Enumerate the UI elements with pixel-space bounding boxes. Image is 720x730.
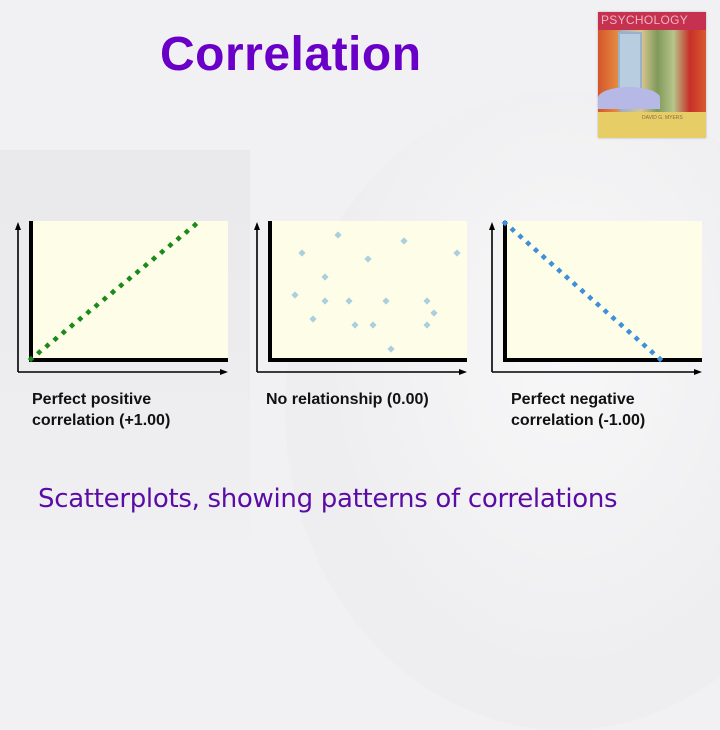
book-cover-author: DAVID G. MYERS [642, 115, 683, 121]
data-point [400, 237, 408, 245]
scatterplot-negative-canvas [489, 219, 702, 375]
data-point [44, 342, 51, 349]
data-point [548, 260, 555, 267]
data-point [77, 315, 84, 322]
data-point [656, 355, 664, 363]
data-point [159, 248, 166, 255]
x-axis-arrow-icon [459, 369, 467, 375]
y-axis-arrow-icon [254, 222, 260, 230]
scatterplot-none-canvas [254, 221, 467, 375]
book-cover-banner [598, 12, 706, 30]
book-cover-table [598, 87, 660, 109]
data-point [36, 349, 43, 356]
data-point [52, 335, 59, 343]
chart-label-positive-line1: Perfect positive [32, 391, 152, 408]
scatterplot-none [251, 214, 473, 378]
data-point [126, 275, 133, 282]
data-point [142, 262, 149, 269]
data-point [579, 287, 586, 295]
data-point [625, 328, 633, 335]
data-point [321, 297, 329, 305]
data-point [68, 322, 76, 329]
slide-caption: Scatterplots, showing patterns of correl… [38, 484, 618, 514]
chart-label-none-line1: No relationship (0.00) [266, 391, 429, 408]
data-point [167, 241, 174, 249]
data-point [345, 297, 353, 305]
y-axis-arrow-icon [489, 222, 495, 230]
y-axis-bar [503, 221, 507, 362]
data-point [382, 297, 390, 305]
data-point [602, 308, 609, 315]
chart-label-positive: Perfect positive correlation (+1.00) [32, 389, 170, 431]
data-point [321, 273, 329, 281]
data-point [571, 281, 578, 288]
x-axis-arrow-icon [694, 369, 702, 375]
x-axis-bar [503, 358, 702, 362]
data-point [118, 282, 125, 289]
book-cover-title: PSYCHOLOGY [601, 13, 689, 27]
data-point [175, 235, 182, 242]
plot-area [507, 221, 702, 358]
scatterplot-negative [486, 214, 708, 378]
data-point [150, 255, 158, 262]
data-point [85, 308, 92, 316]
book-cover-door [618, 32, 642, 96]
data-point [587, 294, 594, 301]
data-point [509, 226, 516, 233]
book-cover-footer [598, 112, 706, 138]
data-point [633, 335, 640, 342]
y-axis-bar [268, 221, 272, 362]
data-point [594, 301, 602, 308]
data-point [430, 309, 438, 317]
data-point [369, 321, 377, 329]
background-arch [285, 90, 720, 730]
data-point [309, 315, 317, 323]
data-point [183, 228, 190, 235]
chart-label-positive-line2: correlation (+1.00) [32, 412, 171, 429]
plot-area [272, 221, 467, 358]
data-point [563, 274, 571, 281]
data-point [364, 255, 372, 263]
scatterplot-positive-canvas [15, 221, 228, 375]
data-point [334, 231, 342, 239]
chart-label-negative: Perfect negative correlation (-1.00) [511, 389, 645, 431]
scatterplot-positive [12, 214, 234, 378]
chart-label-negative-line1: Perfect negative [511, 391, 635, 408]
data-point [649, 349, 656, 356]
book-cover-image: PSYCHOLOGY DAVID G. MYERS [598, 12, 706, 138]
data-point [60, 329, 67, 336]
data-point [191, 221, 199, 229]
data-point [641, 342, 648, 349]
data-point [525, 240, 532, 247]
data-point [517, 233, 524, 240]
data-point [351, 321, 359, 329]
data-point [298, 249, 306, 257]
data-point [453, 249, 461, 257]
chart-label-negative-line2: correlation (-1.00) [511, 412, 646, 429]
plot-area [33, 221, 228, 358]
data-point [101, 295, 108, 302]
data-point [93, 302, 100, 309]
data-point [27, 355, 35, 363]
data-point [556, 267, 563, 274]
x-axis-arrow-icon [220, 369, 228, 375]
data-point [387, 345, 395, 353]
data-point [291, 291, 299, 299]
data-point [423, 321, 431, 329]
x-axis-bar [268, 358, 467, 362]
chart-label-none: No relationship (0.00) [266, 389, 429, 410]
data-point [532, 247, 540, 254]
data-point [610, 315, 617, 322]
x-axis-bar [29, 358, 228, 362]
y-axis-bar [29, 221, 33, 362]
y-axis-arrow-icon [15, 222, 21, 230]
data-point [109, 288, 117, 296]
data-point [618, 321, 625, 329]
slide-title: Correlation [160, 28, 422, 81]
data-point [134, 268, 141, 276]
data-point [501, 219, 509, 227]
data-point [540, 253, 547, 261]
data-point [423, 297, 431, 305]
